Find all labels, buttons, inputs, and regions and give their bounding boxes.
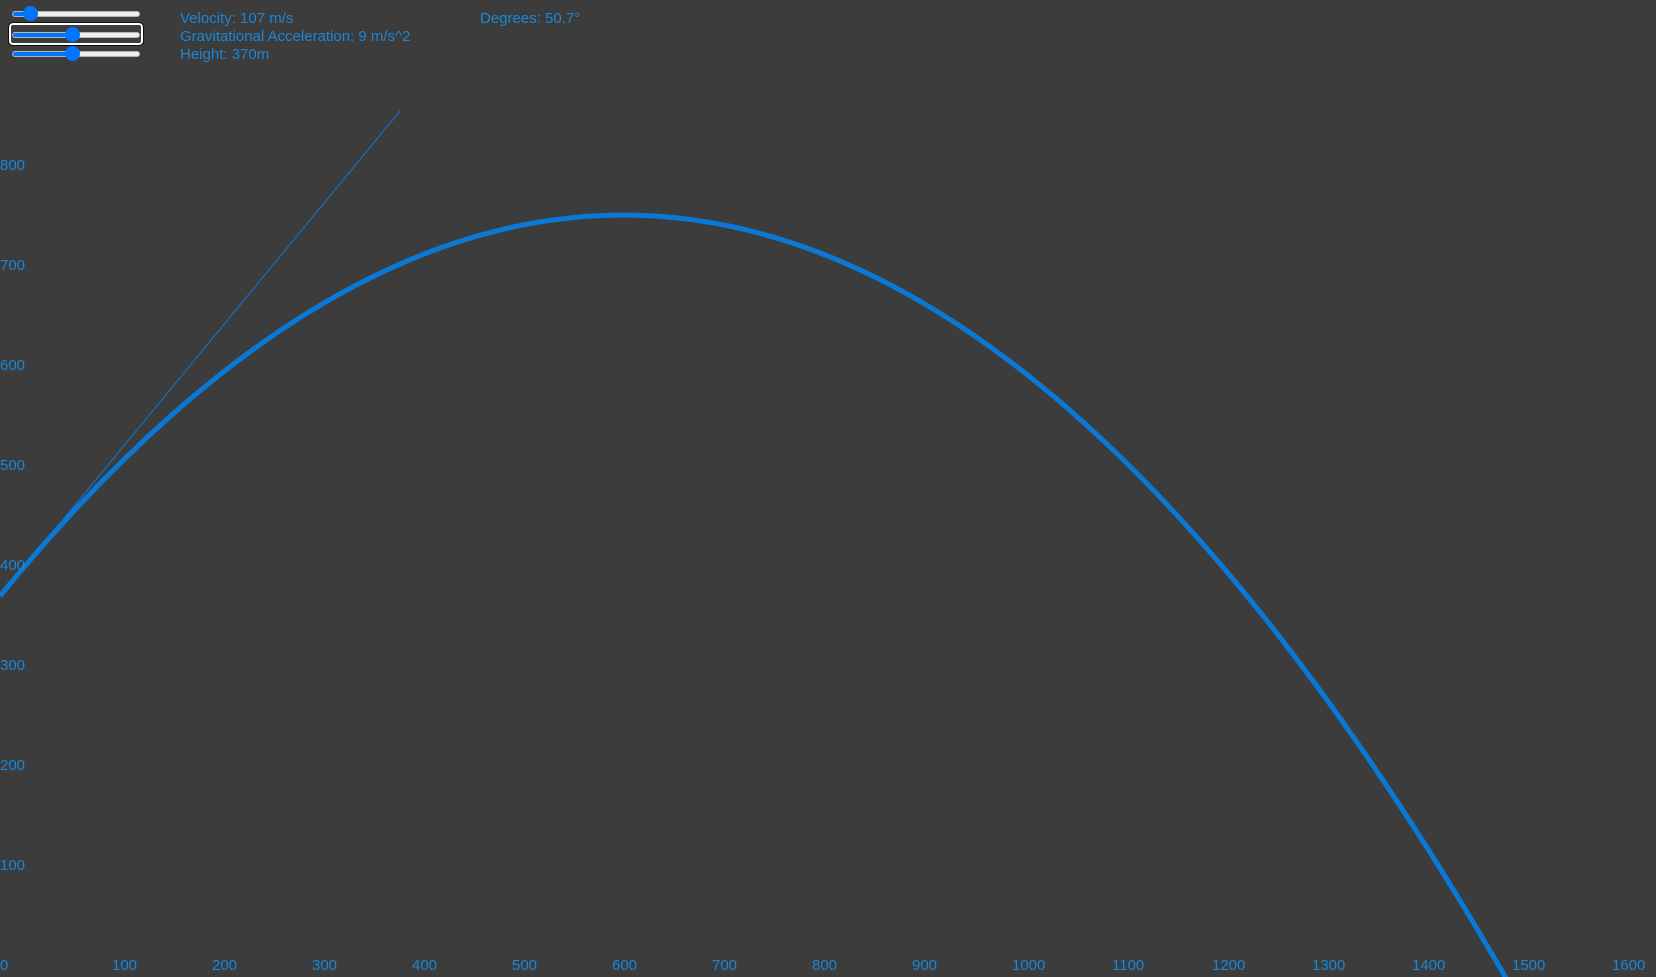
velocity-slider-track[interactable] <box>12 11 140 17</box>
x-tick-label: 1400 <box>1412 957 1446 974</box>
x-tick-label: 100 <box>112 957 138 974</box>
y-tick-label: 800 <box>0 157 26 174</box>
gravity-slider[interactable] <box>8 22 144 46</box>
x-tick-label: 300 <box>312 957 338 974</box>
height-label: Height: 370m <box>180 46 270 63</box>
x-tick-label: 900 <box>912 957 938 974</box>
y-tick-label: 100 <box>0 857 26 874</box>
x-tick-label: 600 <box>612 957 638 974</box>
y-tick-label: 300 <box>0 657 26 674</box>
x-tick-label: 800 <box>812 957 838 974</box>
launch-angle-line <box>0 110 401 597</box>
y-tick-label: 200 <box>0 757 26 774</box>
x-tick-label: 1000 <box>1012 957 1046 974</box>
x-tick-label: 1600 <box>1612 957 1646 974</box>
x-tick-label: 1200 <box>1212 957 1246 974</box>
y-tick-label: 500 <box>0 457 26 474</box>
x-tick-label: 1100 <box>1112 957 1145 974</box>
y-tick-label: 400 <box>0 557 26 574</box>
gravity-slider-thumb[interactable] <box>65 27 81 42</box>
degrees-label: Degrees: 50.7° <box>480 10 581 27</box>
height-slider[interactable] <box>12 46 140 61</box>
trajectory-curve <box>0 212 1509 977</box>
x-tick-label: 1300 <box>1312 957 1346 974</box>
y-tick-label: 600 <box>0 357 26 374</box>
height-slider-thumb[interactable] <box>65 46 81 61</box>
velocity-slider[interactable] <box>12 6 140 21</box>
x-tick-label: 0 <box>0 957 9 974</box>
gravity-label: Gravitational Acceleration: 9 m/s^2 <box>180 28 411 45</box>
x-tick-label: 500 <box>512 957 538 974</box>
x-tick-label: 1500 <box>1512 957 1546 974</box>
velocity-slider-thumb[interactable] <box>22 6 38 21</box>
x-tick-label: 700 <box>712 957 738 974</box>
x-tick-label: 200 <box>212 957 238 974</box>
velocity-label: Velocity: 107 m/s <box>180 10 294 27</box>
x-tick-label: 400 <box>412 957 438 974</box>
y-tick-label: 700 <box>0 257 26 274</box>
